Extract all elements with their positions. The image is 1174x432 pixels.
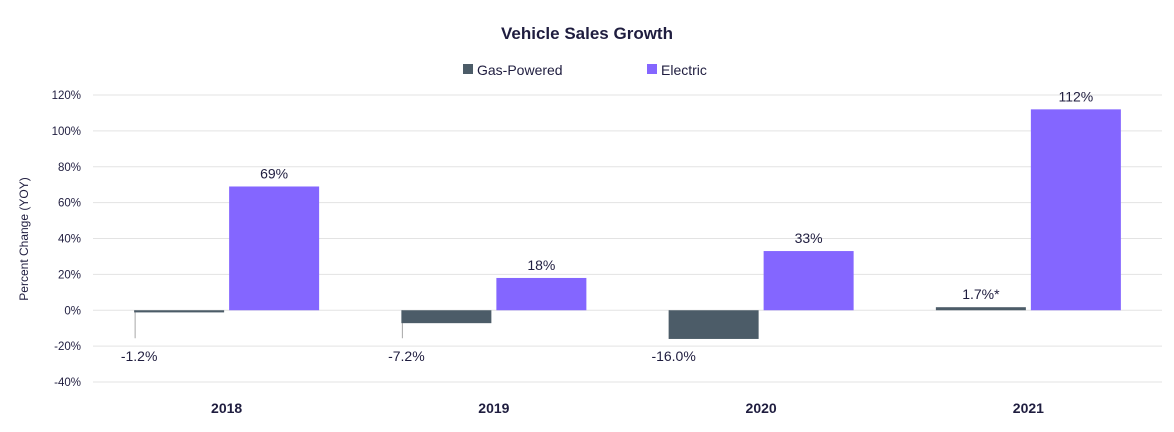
bar-electric-2021 — [1030, 109, 1121, 311]
x-category-label: 2021 — [1013, 400, 1044, 416]
data-label: 33% — [795, 230, 823, 246]
y-tick-label: -40% — [54, 377, 81, 389]
bar-electric-2019 — [496, 277, 587, 311]
y-tick-label: 0% — [64, 305, 81, 317]
x-category-label: 2018 — [211, 400, 242, 416]
bars — [134, 109, 1121, 339]
data-label: -16.0% — [651, 348, 695, 364]
y-tick-label: 60% — [58, 198, 81, 210]
y-axis-ticks: -40% -20% 0% 20% 40% 60% 80% 100% 120% — [52, 90, 81, 389]
bar-gas-powered-2019 — [401, 310, 492, 324]
legend-label-gas-powered: Gas-Powered — [477, 62, 563, 78]
y-tick-label: 40% — [58, 234, 81, 246]
legend-swatch-gas-powered — [463, 64, 473, 74]
data-label: -7.2% — [388, 348, 425, 364]
y-tick-label: 20% — [58, 269, 81, 281]
x-category-label: 2020 — [746, 400, 777, 416]
data-label: 69% — [260, 165, 288, 181]
y-tick-label: 120% — [52, 90, 81, 102]
x-category-label: 2019 — [478, 400, 509, 416]
x-axis-categories: 2018 2019 2020 2021 — [211, 400, 1044, 416]
bar-electric-2020 — [763, 251, 854, 311]
chart-title: Vehicle Sales Growth — [501, 24, 673, 43]
data-labels: -1.2% 69% -7.2% 18% -16.0% 33% 1.7%* 112% — [121, 88, 1093, 364]
data-label: 112% — [1058, 88, 1093, 104]
y-tick-label: 80% — [58, 162, 81, 174]
y-tick-label: 100% — [52, 126, 81, 138]
bar-gas-powered-2021 — [935, 307, 1026, 311]
legend-swatch-electric — [647, 64, 657, 74]
bar-gas-powered-2018 — [134, 310, 225, 313]
legend-label-electric: Electric — [661, 62, 707, 78]
bar-electric-2018 — [229, 186, 320, 311]
data-label: 1.7%* — [962, 286, 1000, 302]
y-axis-label: Percent Change (YOY) — [17, 177, 31, 300]
data-label: -1.2% — [121, 348, 158, 364]
y-tick-label: -20% — [54, 341, 81, 353]
bar-gas-powered-2020 — [668, 310, 759, 339]
legend: Gas-Powered Electric — [463, 62, 707, 78]
data-label: 18% — [527, 257, 555, 273]
